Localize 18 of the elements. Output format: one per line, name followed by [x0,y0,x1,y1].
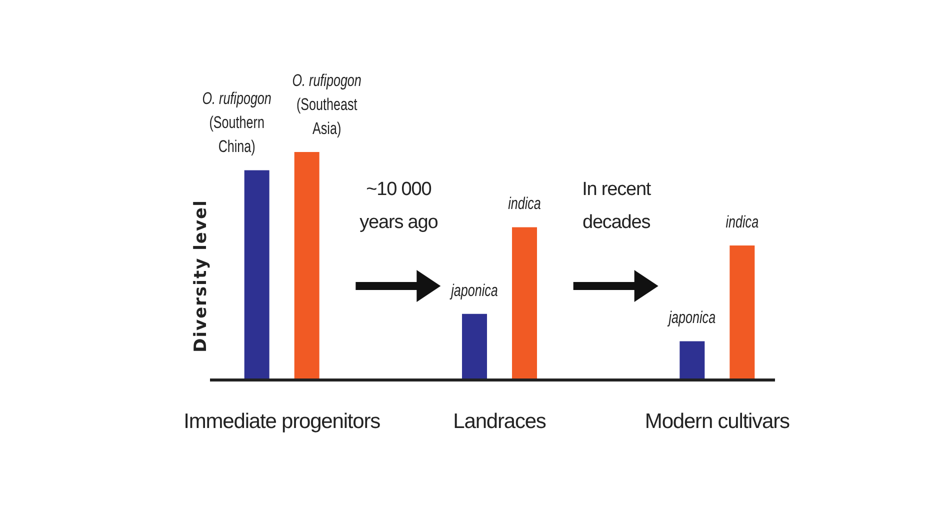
x-tick-label: Modern cultivars [644,410,790,433]
y-axis-title: Diversity level [191,200,211,352]
text: O. rufipogon (Southeast Asia) [292,71,362,139]
x-tick-label: Immediate progenitors [184,410,380,433]
annotation: O. rufipogon (Southern China) [202,89,272,157]
annotation: japonica [667,308,716,328]
bar [462,314,487,380]
annotation: In recent decades [582,179,652,233]
bar [680,341,705,380]
annotation: indica [508,194,541,214]
x-tick-label: Landraces [453,410,546,433]
bar [244,170,270,380]
annotation: ~10 000 years ago [360,179,438,233]
bar [730,245,755,380]
annotation: indica [726,212,759,232]
bar [512,227,537,380]
bar [294,152,320,380]
annotation: japonica [449,281,498,300]
